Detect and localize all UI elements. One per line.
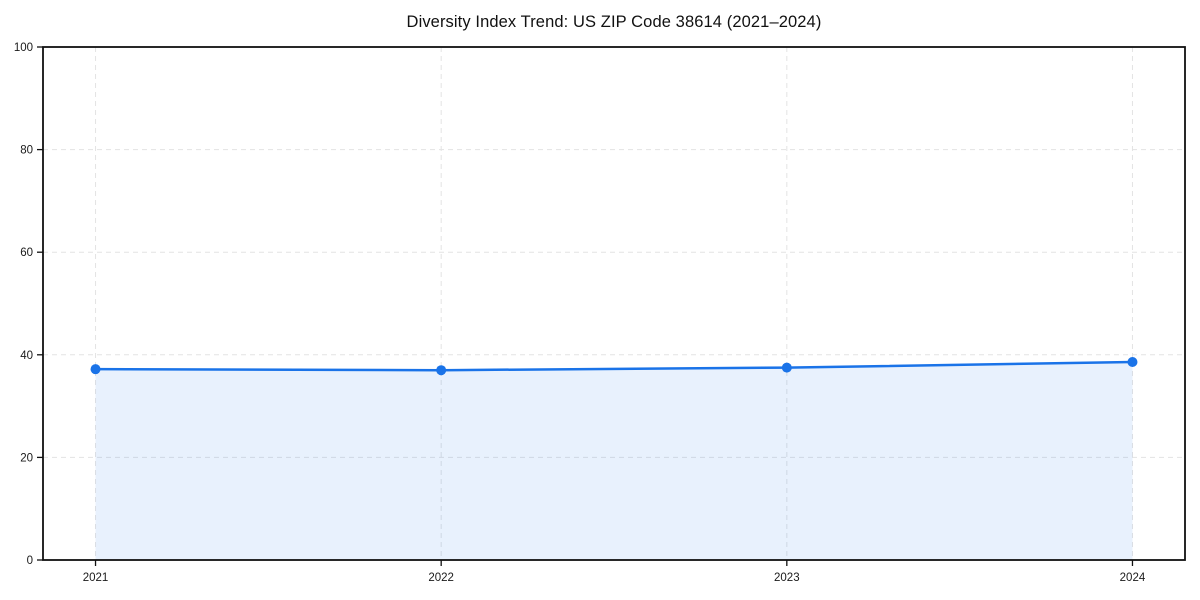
data-point-2023 [781, 362, 792, 373]
y-tick-label: 80 [20, 145, 33, 157]
area-fill [95, 361, 1133, 560]
plot-border [42, 46, 1186, 561]
y-tick-label: 20 [20, 452, 33, 464]
y-tick-label: 40 [20, 350, 33, 362]
y-tick-label: 60 [20, 247, 33, 259]
data-point-2022 [436, 365, 447, 376]
x-tick-label: 2023 [774, 572, 800, 584]
trend-line [94, 360, 1134, 372]
data-point-2024 [1127, 356, 1138, 367]
y-tick-label: 100 [14, 42, 33, 54]
data-point-2021 [90, 364, 101, 375]
x-tick-label: 2024 [1120, 572, 1146, 584]
x-tick-label: 2022 [428, 572, 454, 584]
x-tick-label: 2021 [83, 572, 109, 584]
y-tick-label: 0 [27, 555, 33, 567]
chart-title: Diversity Index Trend: US ZIP Code 38614… [406, 13, 822, 31]
